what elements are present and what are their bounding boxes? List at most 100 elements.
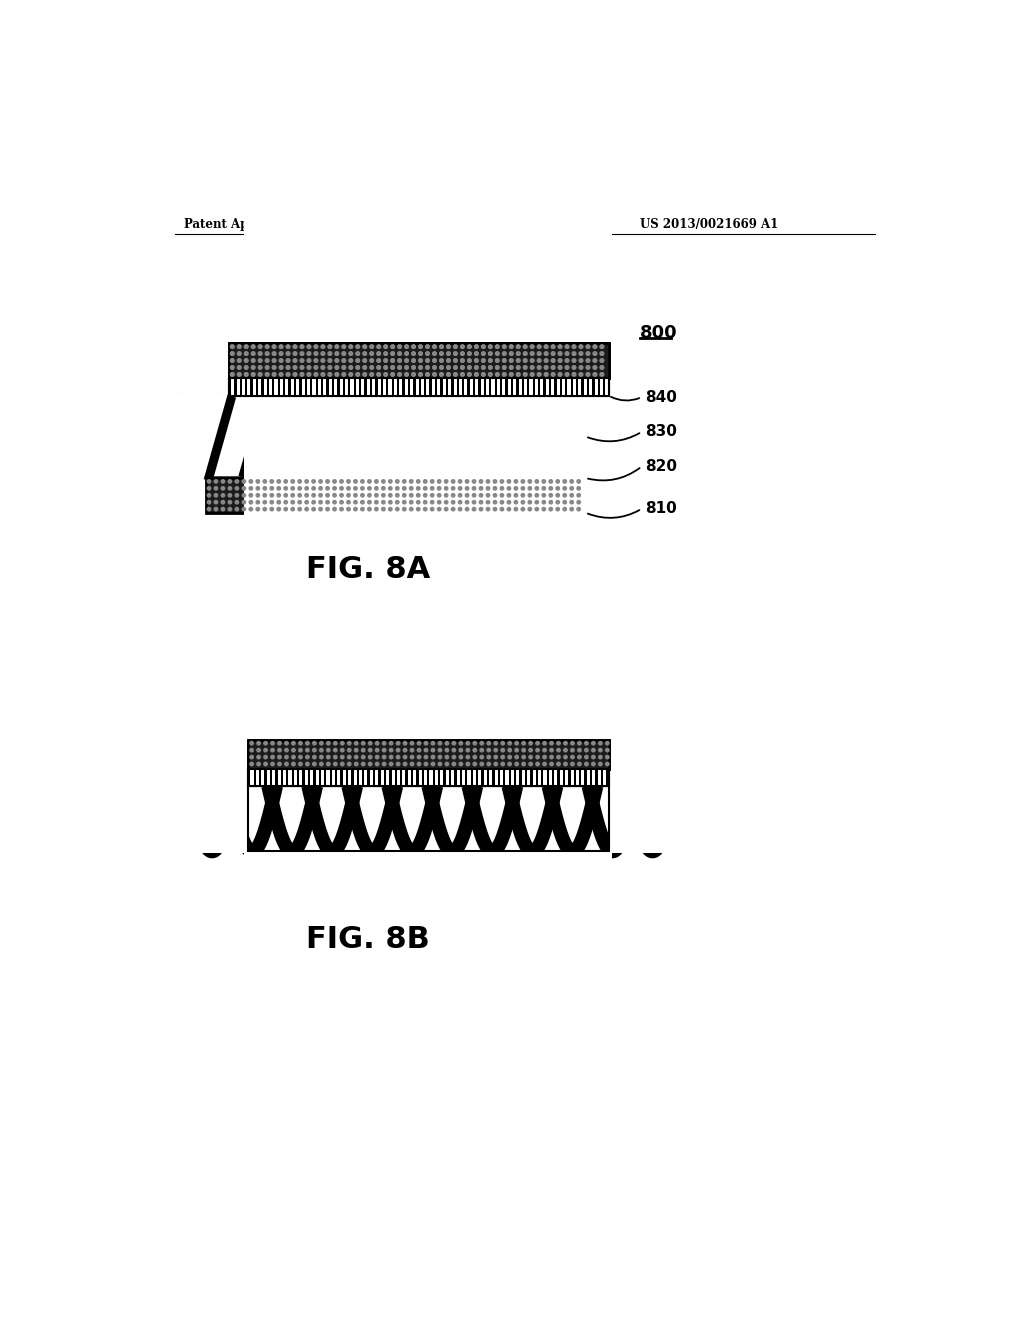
Circle shape: [312, 487, 315, 490]
Circle shape: [327, 867, 330, 870]
Circle shape: [516, 372, 520, 376]
Circle shape: [410, 507, 413, 511]
Circle shape: [558, 345, 562, 348]
Circle shape: [412, 359, 416, 362]
Circle shape: [285, 748, 288, 752]
Circle shape: [396, 880, 399, 884]
Circle shape: [404, 345, 409, 348]
Circle shape: [523, 359, 527, 362]
Polygon shape: [500, 378, 503, 396]
Circle shape: [556, 500, 559, 504]
Circle shape: [384, 366, 387, 370]
Polygon shape: [365, 378, 367, 396]
Circle shape: [503, 352, 506, 355]
Circle shape: [382, 763, 386, 766]
Circle shape: [577, 487, 581, 490]
Circle shape: [600, 372, 603, 376]
Polygon shape: [348, 378, 350, 396]
Polygon shape: [289, 378, 291, 396]
Polygon shape: [297, 770, 299, 785]
Circle shape: [314, 359, 317, 362]
Circle shape: [466, 748, 470, 752]
Circle shape: [419, 372, 422, 376]
Polygon shape: [440, 378, 442, 396]
Circle shape: [375, 487, 378, 490]
Polygon shape: [524, 770, 527, 785]
Circle shape: [454, 352, 457, 355]
Circle shape: [468, 372, 471, 376]
Circle shape: [402, 507, 406, 511]
Circle shape: [353, 500, 357, 504]
Circle shape: [364, 372, 367, 376]
Circle shape: [299, 853, 302, 857]
Circle shape: [453, 748, 456, 752]
Circle shape: [605, 880, 609, 884]
Circle shape: [250, 874, 253, 878]
Circle shape: [411, 742, 414, 744]
Circle shape: [322, 366, 325, 370]
Circle shape: [600, 345, 603, 348]
Polygon shape: [557, 770, 560, 785]
Circle shape: [306, 880, 309, 884]
Circle shape: [382, 494, 385, 496]
Polygon shape: [394, 770, 397, 785]
Circle shape: [536, 742, 540, 744]
Circle shape: [445, 763, 449, 766]
Circle shape: [242, 479, 246, 483]
Circle shape: [382, 742, 386, 744]
Circle shape: [538, 352, 541, 355]
Circle shape: [488, 359, 492, 362]
Circle shape: [452, 494, 455, 496]
Circle shape: [291, 494, 294, 496]
Circle shape: [431, 748, 434, 752]
Circle shape: [543, 748, 546, 752]
Circle shape: [342, 345, 345, 348]
Polygon shape: [424, 378, 426, 396]
Circle shape: [538, 345, 541, 348]
Polygon shape: [586, 393, 748, 480]
Circle shape: [391, 352, 394, 355]
Circle shape: [245, 359, 248, 362]
Polygon shape: [373, 770, 375, 785]
Polygon shape: [264, 770, 266, 785]
Circle shape: [287, 352, 290, 355]
Circle shape: [431, 763, 434, 766]
Circle shape: [538, 372, 541, 376]
Circle shape: [564, 748, 567, 752]
Circle shape: [475, 372, 478, 376]
Circle shape: [230, 372, 233, 376]
Circle shape: [258, 352, 262, 355]
Circle shape: [480, 874, 483, 878]
Circle shape: [341, 742, 344, 744]
Polygon shape: [272, 378, 274, 396]
Circle shape: [278, 867, 282, 870]
Circle shape: [361, 853, 365, 857]
Circle shape: [523, 372, 527, 376]
Circle shape: [306, 748, 309, 752]
Circle shape: [398, 372, 401, 376]
Circle shape: [417, 507, 420, 511]
Circle shape: [557, 763, 560, 766]
Polygon shape: [391, 378, 394, 396]
Circle shape: [249, 487, 253, 490]
Circle shape: [404, 352, 409, 355]
Circle shape: [437, 479, 441, 483]
Circle shape: [530, 352, 534, 355]
Polygon shape: [251, 378, 253, 396]
Circle shape: [424, 742, 428, 744]
Polygon shape: [500, 378, 503, 396]
Circle shape: [410, 500, 413, 504]
Circle shape: [347, 507, 350, 511]
Circle shape: [398, 352, 401, 355]
Circle shape: [349, 352, 352, 355]
Circle shape: [221, 494, 224, 496]
Circle shape: [270, 479, 273, 483]
Circle shape: [314, 372, 317, 376]
Circle shape: [377, 359, 381, 362]
Circle shape: [230, 345, 233, 348]
Polygon shape: [299, 378, 302, 396]
Circle shape: [480, 880, 483, 884]
Circle shape: [424, 479, 427, 483]
Circle shape: [557, 742, 560, 744]
Polygon shape: [503, 770, 506, 785]
